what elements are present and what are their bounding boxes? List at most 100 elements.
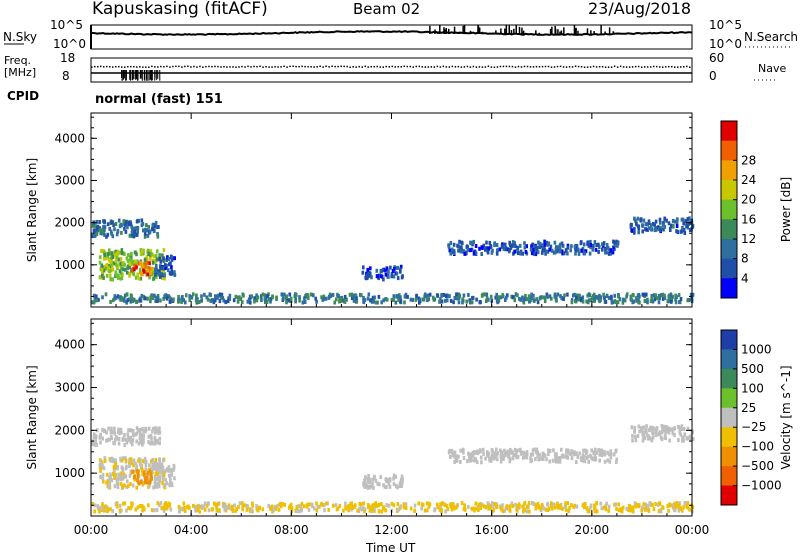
- data-cell: [670, 299, 673, 304]
- freq-dot: [199, 65, 201, 68]
- data-cell: [99, 468, 102, 473]
- data-cell: [653, 297, 657, 302]
- colorbar-band: [721, 199, 737, 220]
- data-cell: [587, 459, 590, 464]
- data-cell: [214, 502, 218, 507]
- data-cell: [459, 448, 462, 453]
- freq-dot: [589, 66, 592, 68]
- data-cell: [305, 292, 308, 297]
- data-cell: [103, 232, 106, 237]
- data-cell: [597, 249, 600, 254]
- data-cell: [593, 296, 596, 301]
- data-cell: [149, 471, 153, 476]
- data-cell: [499, 457, 503, 462]
- freq-dot: [391, 65, 393, 68]
- data-cell: [109, 251, 112, 256]
- data-cell: [511, 456, 515, 461]
- data-cell: [307, 507, 311, 512]
- data-cell: [469, 300, 472, 305]
- data-cell: [212, 298, 216, 303]
- data-cell: [363, 484, 367, 489]
- data-cell: [250, 294, 253, 299]
- freq-dot: [685, 65, 688, 68]
- data-cell: [475, 450, 478, 455]
- data-cell: [223, 506, 227, 510]
- data-cell: [95, 232, 99, 237]
- freq-dot: [349, 66, 351, 68]
- data-cell: [121, 267, 125, 272]
- data-cell: [143, 257, 147, 262]
- data-cell: [113, 476, 116, 480]
- data-cell: [473, 508, 476, 513]
- data-cell: [527, 501, 531, 506]
- data-cell: [542, 452, 545, 457]
- data-cell: [603, 505, 606, 510]
- colorbar-tick-label: −100: [741, 440, 774, 454]
- data-cell: [631, 300, 635, 305]
- data-cell: [485, 292, 489, 297]
- data-cell: [650, 293, 654, 298]
- data-cell: [241, 501, 244, 506]
- data-cell: [202, 504, 206, 509]
- data-cell: [672, 427, 675, 432]
- freq-dot: [577, 65, 580, 68]
- data-cell: [505, 452, 509, 457]
- data-cell: [168, 299, 172, 304]
- data-cell: [243, 503, 247, 508]
- data-cell: [134, 259, 137, 264]
- freq-dot: [91, 66, 93, 68]
- data-cell: [581, 453, 585, 458]
- data-cell: [399, 504, 403, 509]
- data-cell: [392, 473, 396, 478]
- data-cell: [169, 254, 173, 259]
- data-cell: [583, 459, 587, 464]
- data-cell: [508, 247, 511, 252]
- data-cell: [280, 504, 283, 509]
- data-cell: [682, 438, 685, 443]
- data-cell: [140, 293, 144, 298]
- data-cell: [566, 292, 569, 297]
- data-cell: [652, 426, 655, 431]
- data-cell: [578, 451, 581, 456]
- data-cell: [630, 222, 633, 227]
- data-cell: [364, 482, 368, 487]
- data-cell: [573, 503, 577, 508]
- data-cell: [595, 243, 598, 247]
- data-cell: [112, 458, 115, 463]
- data-cell: [592, 292, 596, 297]
- data-cell: [648, 226, 651, 231]
- data-cell: [449, 454, 452, 459]
- data-cell: [660, 293, 663, 298]
- data-cell: [607, 508, 610, 513]
- data-cell: [149, 474, 153, 479]
- freq-dot: [325, 65, 327, 68]
- freq-dot: [106, 65, 108, 68]
- data-cell: [227, 503, 231, 508]
- data-cell: [130, 251, 133, 256]
- data-cell: [146, 296, 149, 301]
- data-cell: [368, 477, 372, 482]
- data-cell: [665, 426, 669, 431]
- data-cell: [125, 485, 129, 490]
- data-cell: [415, 293, 418, 298]
- data-cell: [121, 484, 124, 489]
- freq-dot: [313, 66, 315, 68]
- data-cell: [135, 485, 138, 490]
- data-cell: [376, 481, 379, 486]
- data-cell: [535, 447, 539, 452]
- power-panel: [90, 112, 738, 308]
- data-cell: [94, 435, 98, 439]
- freq-dot: [529, 66, 532, 68]
- data-cell: [170, 269, 173, 274]
- freq-dot: [355, 66, 357, 68]
- data-cell: [121, 272, 124, 277]
- freq-dot: [403, 65, 406, 68]
- data-cell: [120, 251, 124, 256]
- data-cell: [387, 481, 391, 486]
- data-cell: [367, 273, 371, 278]
- data-cell: [271, 294, 274, 299]
- data-cell: [300, 501, 304, 506]
- data-cell: [644, 428, 648, 433]
- data-cell: [222, 298, 226, 303]
- data-cell: [371, 295, 375, 300]
